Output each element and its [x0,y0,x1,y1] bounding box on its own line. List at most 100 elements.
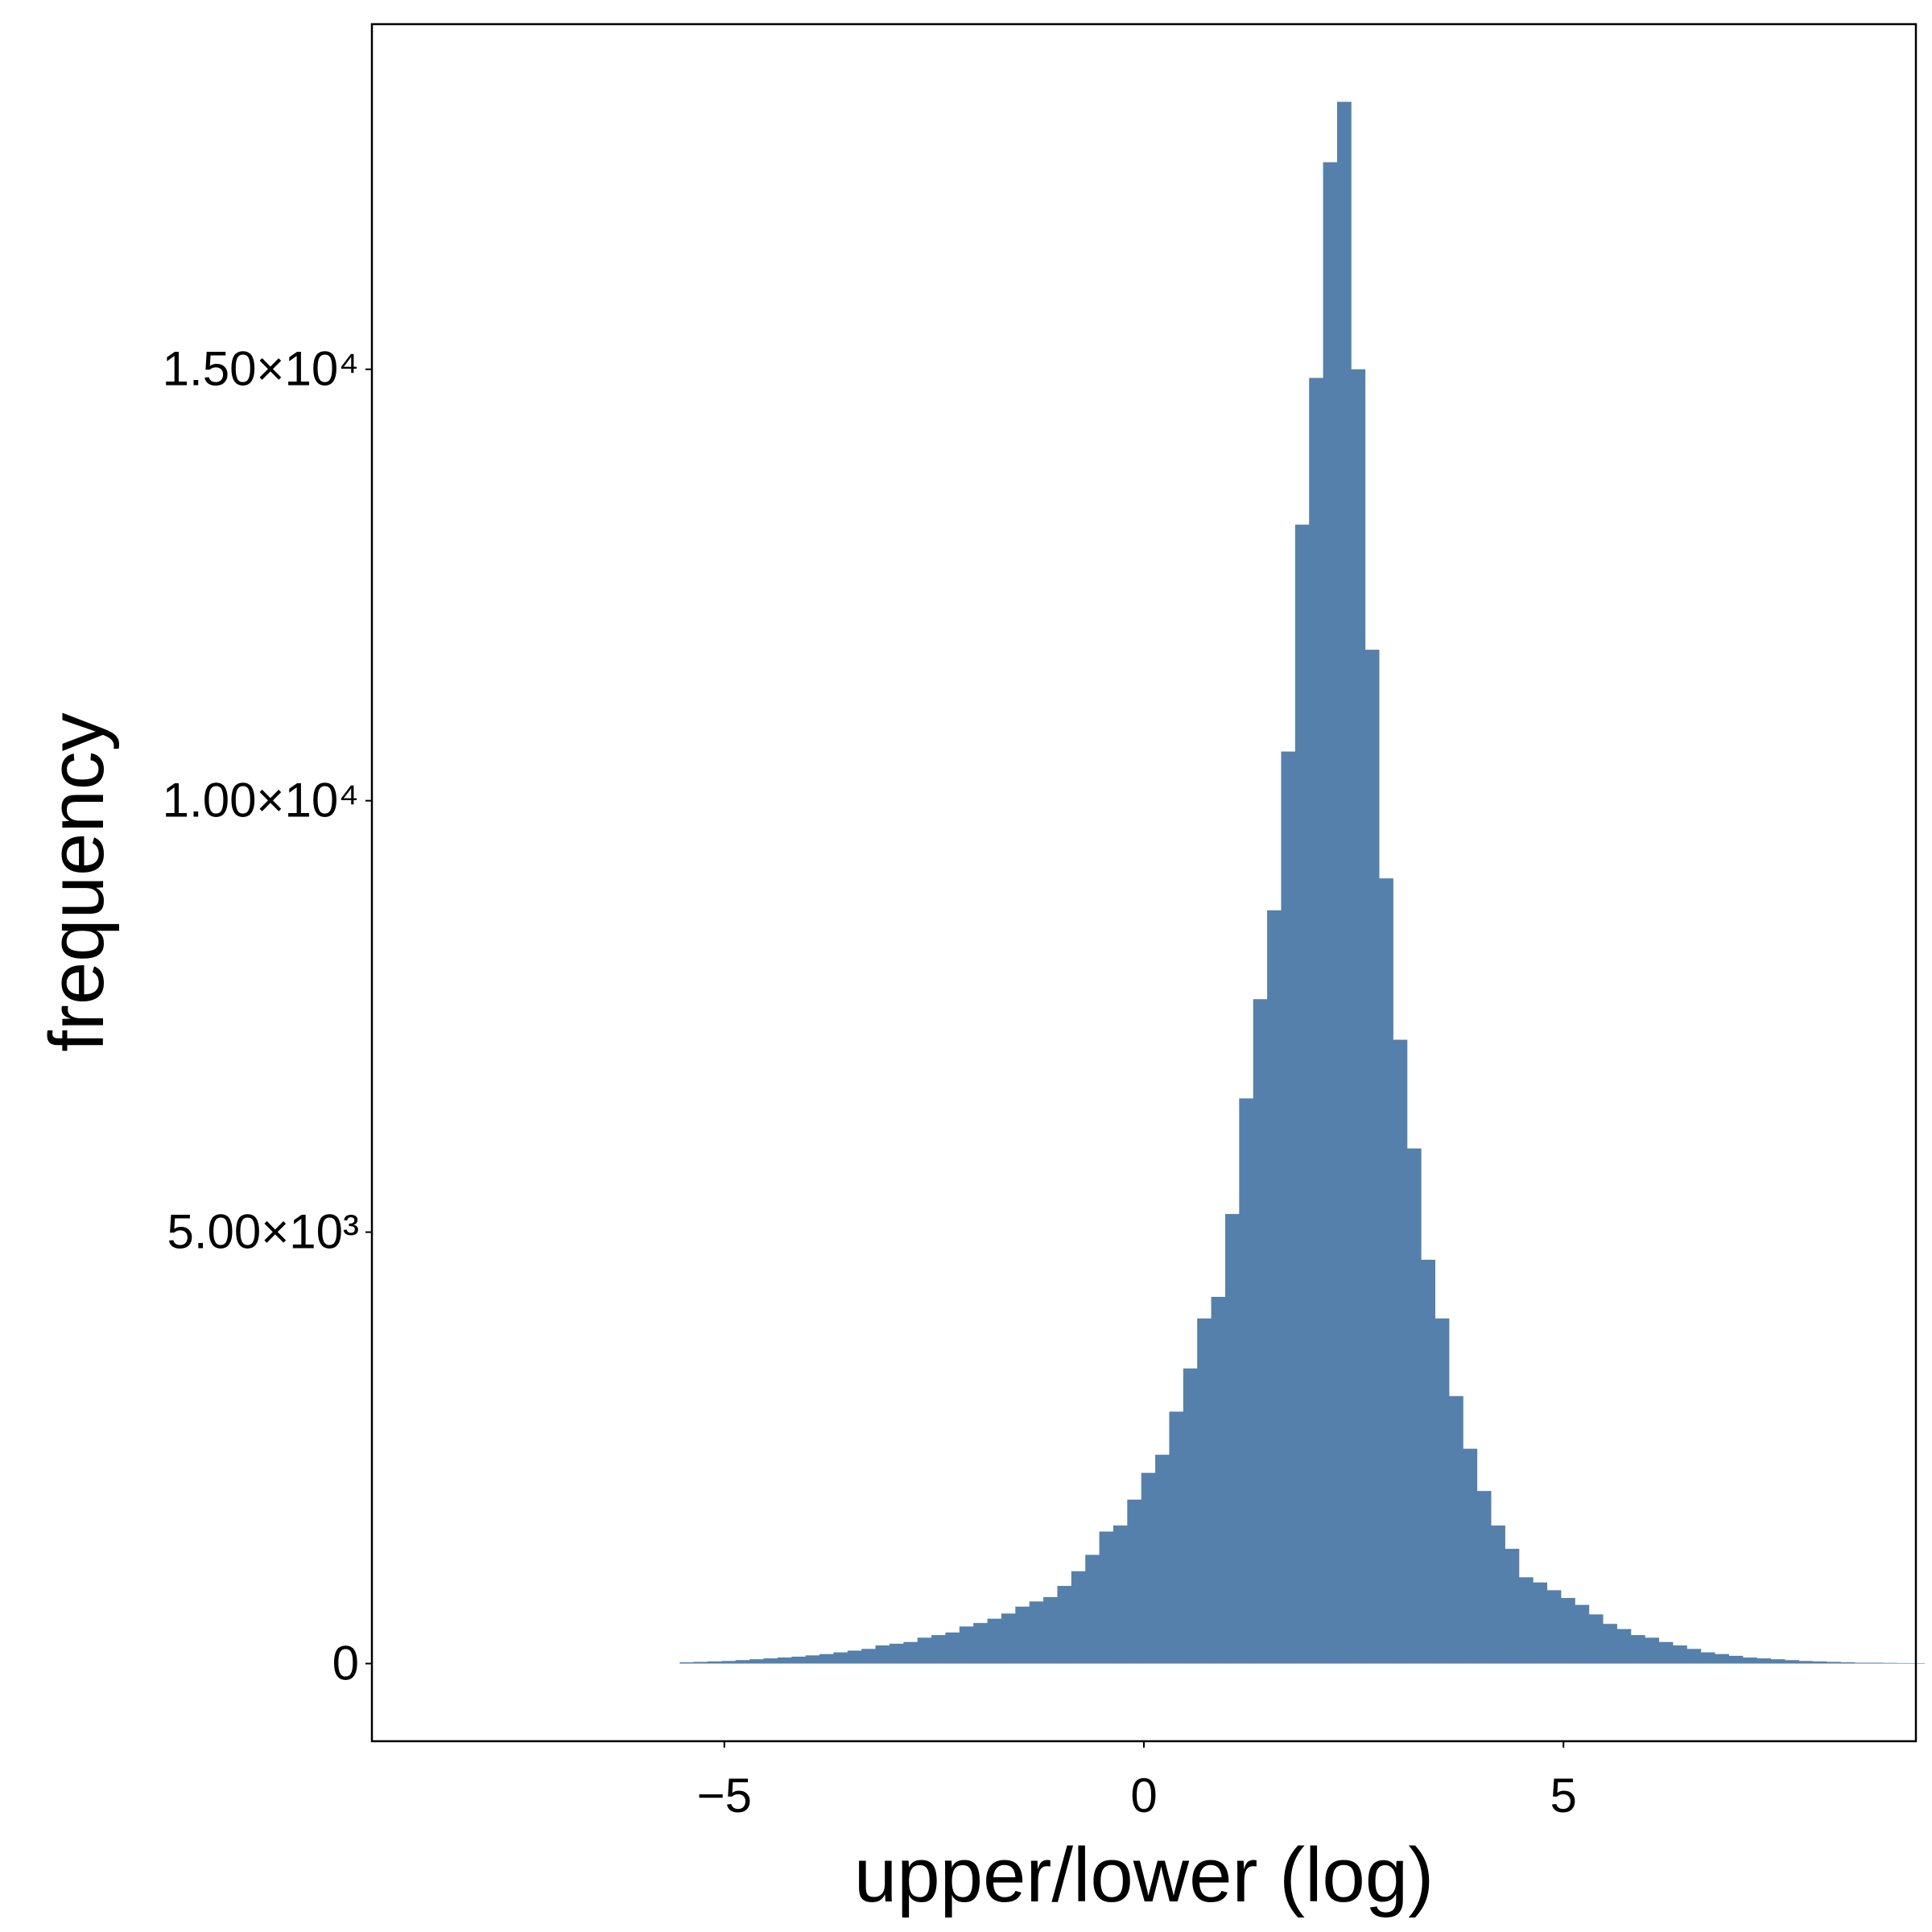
histogram-bar [1546,1590,1562,1664]
histogram-bar [1868,1662,1884,1664]
x-tick-label: 5 [1550,1769,1577,1823]
histogram-bar [1448,1396,1463,1664]
histogram-bar [1393,1039,1408,1664]
histogram-bar [1715,1653,1729,1664]
histogram-bar [847,1650,862,1664]
y-tick-label: 0 [332,1637,359,1690]
y-axis-ticks: 0 5.00×10³ 1.00×10⁴ 1.50×10⁴ [163,342,372,1690]
histogram-bar [1686,1649,1702,1664]
histogram-bar [749,1659,764,1664]
y-axis-title: frequency [34,712,120,1052]
y-tick-label: 1.50×10⁴ [163,342,359,396]
histogram-bar [959,1626,974,1664]
histogram-bar [679,1662,695,1664]
histogram-bar [1015,1606,1030,1664]
histogram-bar [1435,1318,1450,1664]
histogram-bar [931,1635,946,1664]
histogram-bar [1364,650,1380,1664]
histogram-bar [1294,524,1310,1664]
x-tick-label: 0 [1130,1769,1157,1823]
histogram-bar [1854,1662,1869,1664]
histogram-bar [1127,1499,1142,1664]
histogram-bar [1910,1663,1926,1664]
histogram-bar [1057,1586,1072,1664]
histogram-bar [1882,1662,1897,1664]
histogram-bar [1001,1613,1016,1664]
histogram-bar [735,1660,750,1664]
histogram-bar [1379,878,1393,1664]
histogram-bar [1827,1662,1841,1664]
histogram-bar [1406,1148,1422,1664]
histogram-bar [1281,751,1296,1664]
histogram-bar [1561,1598,1575,1664]
histogram-bar [1309,378,1323,1664]
histogram-bar [973,1623,988,1664]
histogram-bar [1043,1597,1058,1664]
histogram-bar [1575,1604,1590,1664]
histogram-bar [1085,1554,1100,1664]
histogram-bar [1770,1659,1785,1664]
histogram-bar [1323,162,1338,1664]
histogram-bar [1336,101,1352,1664]
histogram-bar [1658,1641,1674,1664]
histogram-bar [1897,1662,1911,1664]
histogram-bar [1812,1661,1827,1664]
histogram-bar [1183,1368,1198,1664]
histogram-bar [1840,1662,1856,1664]
histogram-bar [1630,1635,1645,1664]
histogram-bar [1757,1658,1772,1664]
histogram-bar [763,1658,778,1664]
histogram-bar [1421,1259,1436,1664]
histogram-bars [679,101,1926,1664]
histogram-bar [1742,1657,1757,1664]
histogram-bar [1645,1637,1660,1664]
histogram-bar [987,1618,1002,1664]
histogram-bar [1071,1571,1086,1664]
x-tick-label: −5 [697,1769,752,1823]
histogram-bar [833,1652,848,1664]
histogram-bar [1616,1629,1632,1664]
histogram-bar [889,1643,904,1664]
histogram-bar [1588,1614,1604,1664]
histogram-bar [1518,1577,1534,1664]
histogram-bar [1351,369,1366,1664]
histogram-bar [805,1655,820,1664]
histogram-bar [819,1653,834,1664]
y-tick-label: 1.00×10⁴ [163,774,359,828]
histogram-bar [708,1661,722,1664]
histogram-bar [1239,1098,1254,1664]
histogram-bar [1099,1531,1114,1664]
histogram-bar [1476,1491,1492,1664]
histogram-bar [1224,1214,1240,1664]
histogram-bar [945,1632,960,1664]
histogram-bar [861,1649,876,1664]
x-axis-title: upper/lower (log) [854,1832,1434,1918]
histogram-bar [1785,1660,1799,1664]
histogram-bar [1491,1525,1505,1664]
histogram-bar [917,1637,932,1664]
histogram-bar [1798,1661,1814,1664]
histogram-bar [693,1662,708,1664]
histogram-bar [1211,1296,1226,1664]
y-tick-label: 5.00×10³ [167,1205,359,1259]
histogram-bar [777,1657,792,1664]
histogram-bar [1113,1525,1128,1664]
histogram-bar [1169,1411,1184,1664]
histogram-bar [1253,999,1268,1664]
histogram-bar [1505,1548,1520,1664]
histogram-bar [1267,910,1282,1664]
x-axis-ticks: −5 0 5 [697,1741,1577,1823]
histogram-bar [1463,1448,1478,1664]
histogram-bar [1603,1624,1617,1664]
histogram-bar [721,1661,737,1664]
histogram-bar [903,1641,919,1664]
histogram-bar [791,1656,807,1664]
histogram-bar [1533,1582,1548,1664]
histogram-bar [1141,1472,1156,1664]
histogram-bar [1029,1601,1044,1664]
histogram-bar [1197,1318,1212,1664]
histogram-bar [1728,1655,1744,1664]
histogram-bar [1673,1645,1687,1664]
histogram-bar [875,1645,890,1664]
